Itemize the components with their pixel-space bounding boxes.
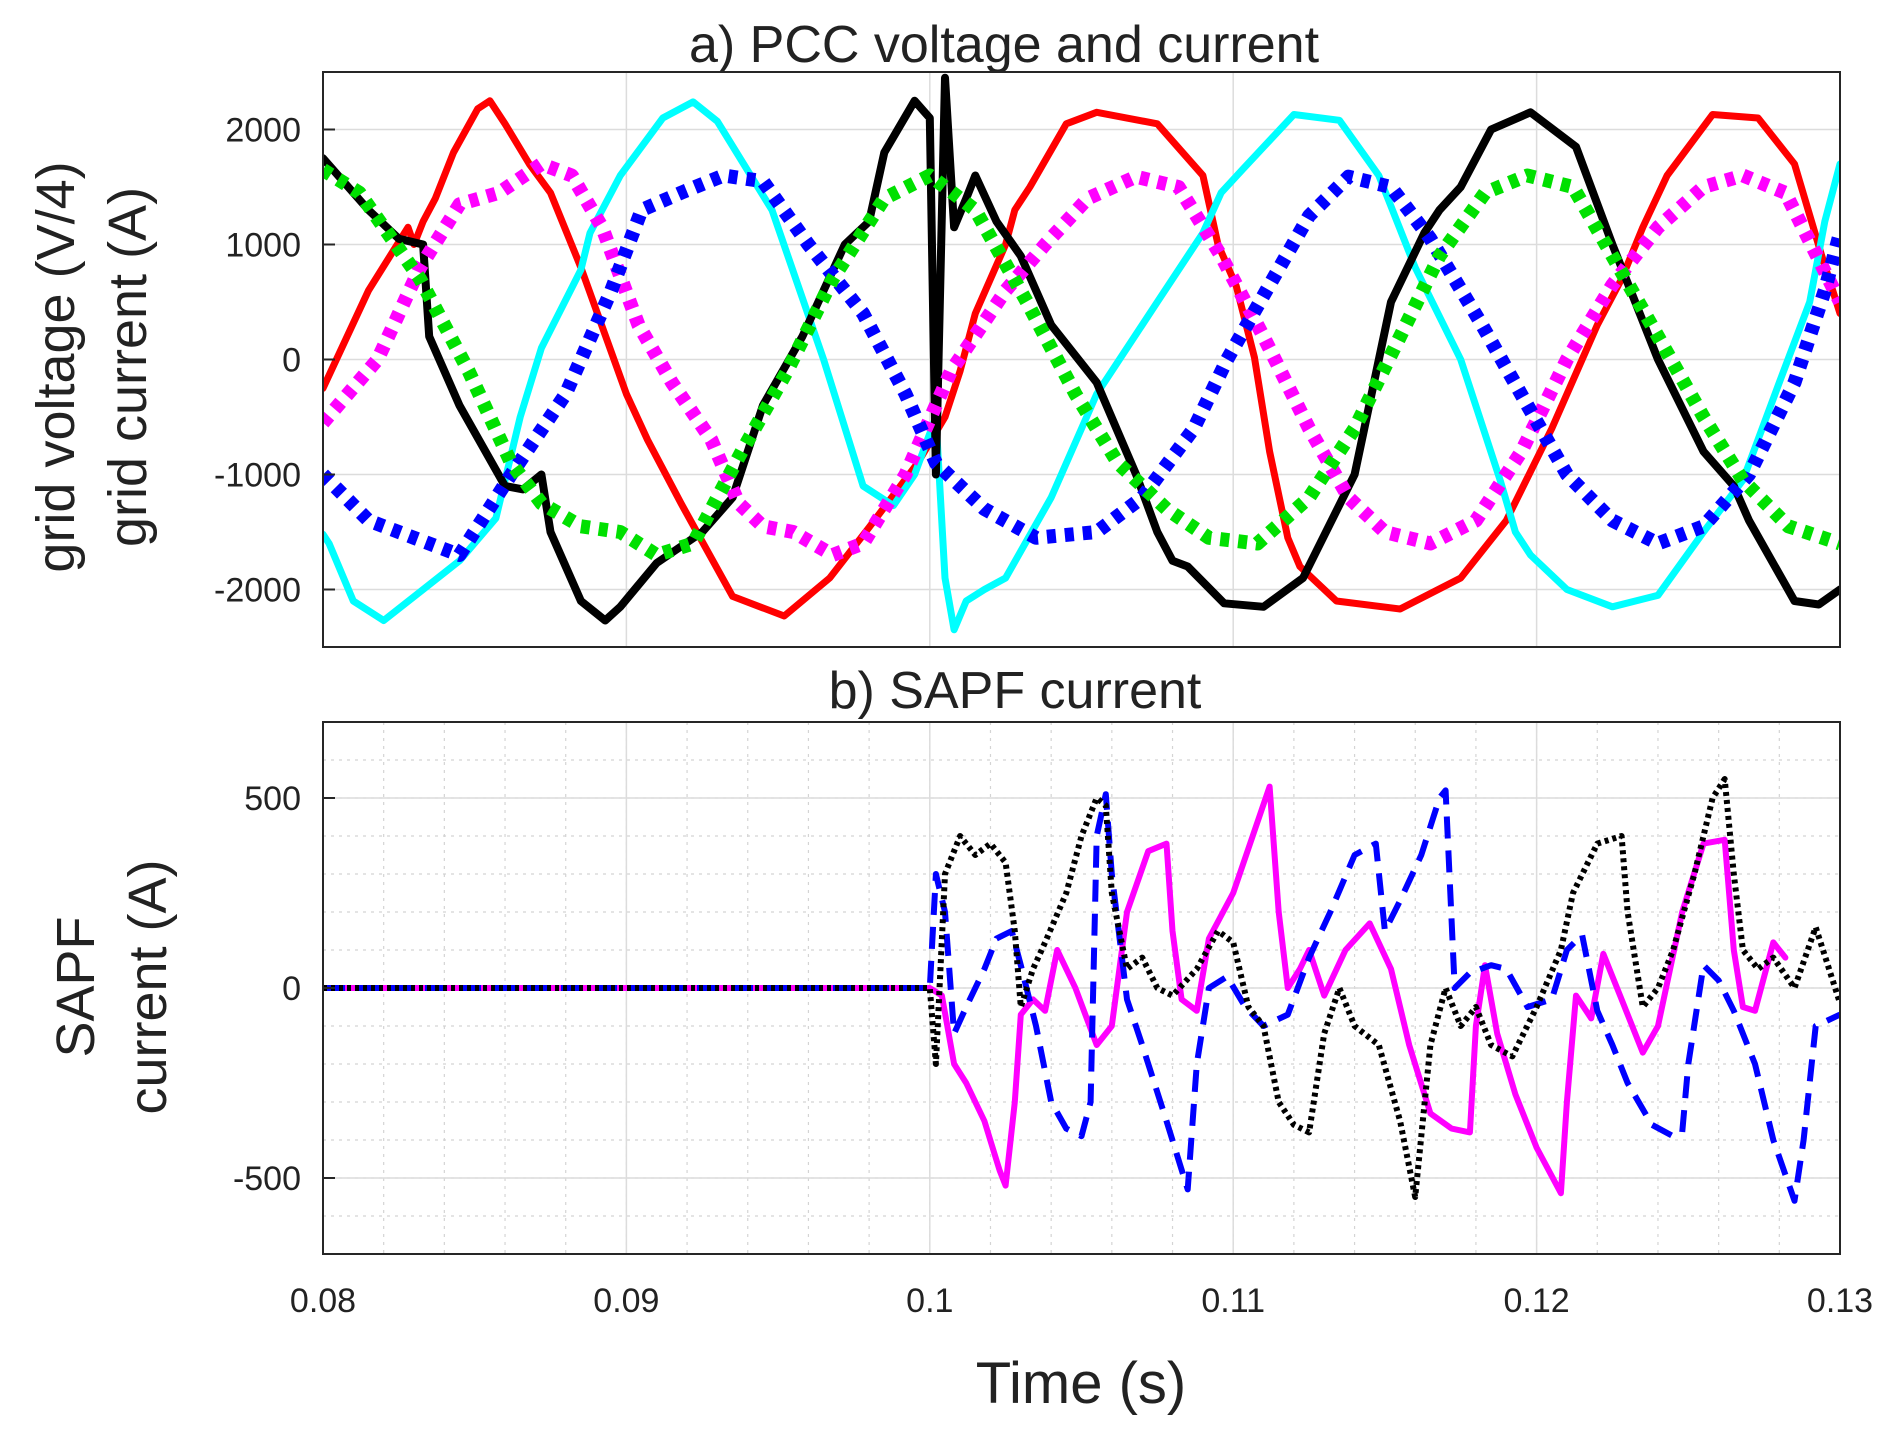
y-tick-label: -1000: [214, 457, 301, 495]
x-tick-label: 0.08: [290, 1282, 356, 1320]
x-tick-label: 0.1: [906, 1282, 953, 1320]
y-tick-label: 1000: [225, 227, 301, 265]
y-tick-label: 0: [282, 342, 301, 380]
panel-a-yticks: -2000 -1000 0 1000 2000: [214, 112, 335, 610]
x-tick-label: 0.11: [1201, 1282, 1265, 1320]
panel-b-title: b) SAPF current: [829, 662, 1202, 720]
panel-a-pcc-voltage-current: a) PCC voltage and current grid voltage …: [26, 16, 1841, 648]
panel-b-axes-frame: [322, 721, 1841, 1255]
panel-b-ylabel-line-1: SAPF: [46, 916, 106, 1057]
panel-b-ylabel-line-2: current (A): [118, 859, 178, 1114]
x-tick-label: 0.13: [1807, 1282, 1873, 1320]
panel-b-ylabel: SAPF current (A): [46, 859, 178, 1114]
series-line-b-1: [323, 783, 1789, 1197]
series-line-a-2: [323, 98, 1840, 634]
y-tick-label: 2000: [225, 112, 301, 150]
panel-a-ylabel-line-1: grid voltage (V/4): [26, 161, 86, 572]
panel-b-sapf-current: b) SAPF current SAPF current (A) -500 0 50…: [46, 662, 1873, 1416]
y-tick-label: -500: [233, 1160, 301, 1198]
series-line-a-3: [323, 73, 1840, 625]
series-line-a-6: [323, 163, 1840, 562]
series-line-a-5: [323, 168, 1840, 562]
series-line-a-4: [323, 157, 1840, 562]
x-axis-label: Time (s): [976, 1351, 1186, 1416]
panel-b-series: [323, 776, 1840, 1204]
panel-a-axes-frame: [322, 71, 1841, 648]
panel-a-ylabel: grid voltage (V/4) grid current (A): [26, 161, 158, 572]
x-tick-label: 0.09: [593, 1282, 659, 1320]
series-line-a-1: [323, 97, 1840, 620]
panel-a-title: a) PCC voltage and current: [689, 16, 1320, 74]
series-line-b-3: [323, 776, 1840, 1200]
panel-b-xticks: 0.08 0.09 0.1 0.11 0.12 0.13: [290, 1282, 1873, 1320]
y-tick-label: 500: [244, 780, 301, 818]
panel-a-ylabel-line-2: grid current (A): [98, 187, 158, 547]
y-tick-label: 0: [282, 970, 301, 1008]
y-tick-label: -2000: [214, 572, 301, 610]
panel-a-series: [323, 73, 1840, 634]
panel-b-yticks: -500 0 500: [233, 780, 335, 1198]
series-line-b-2: [323, 787, 1840, 1204]
x-tick-label: 0.12: [1504, 1282, 1570, 1320]
